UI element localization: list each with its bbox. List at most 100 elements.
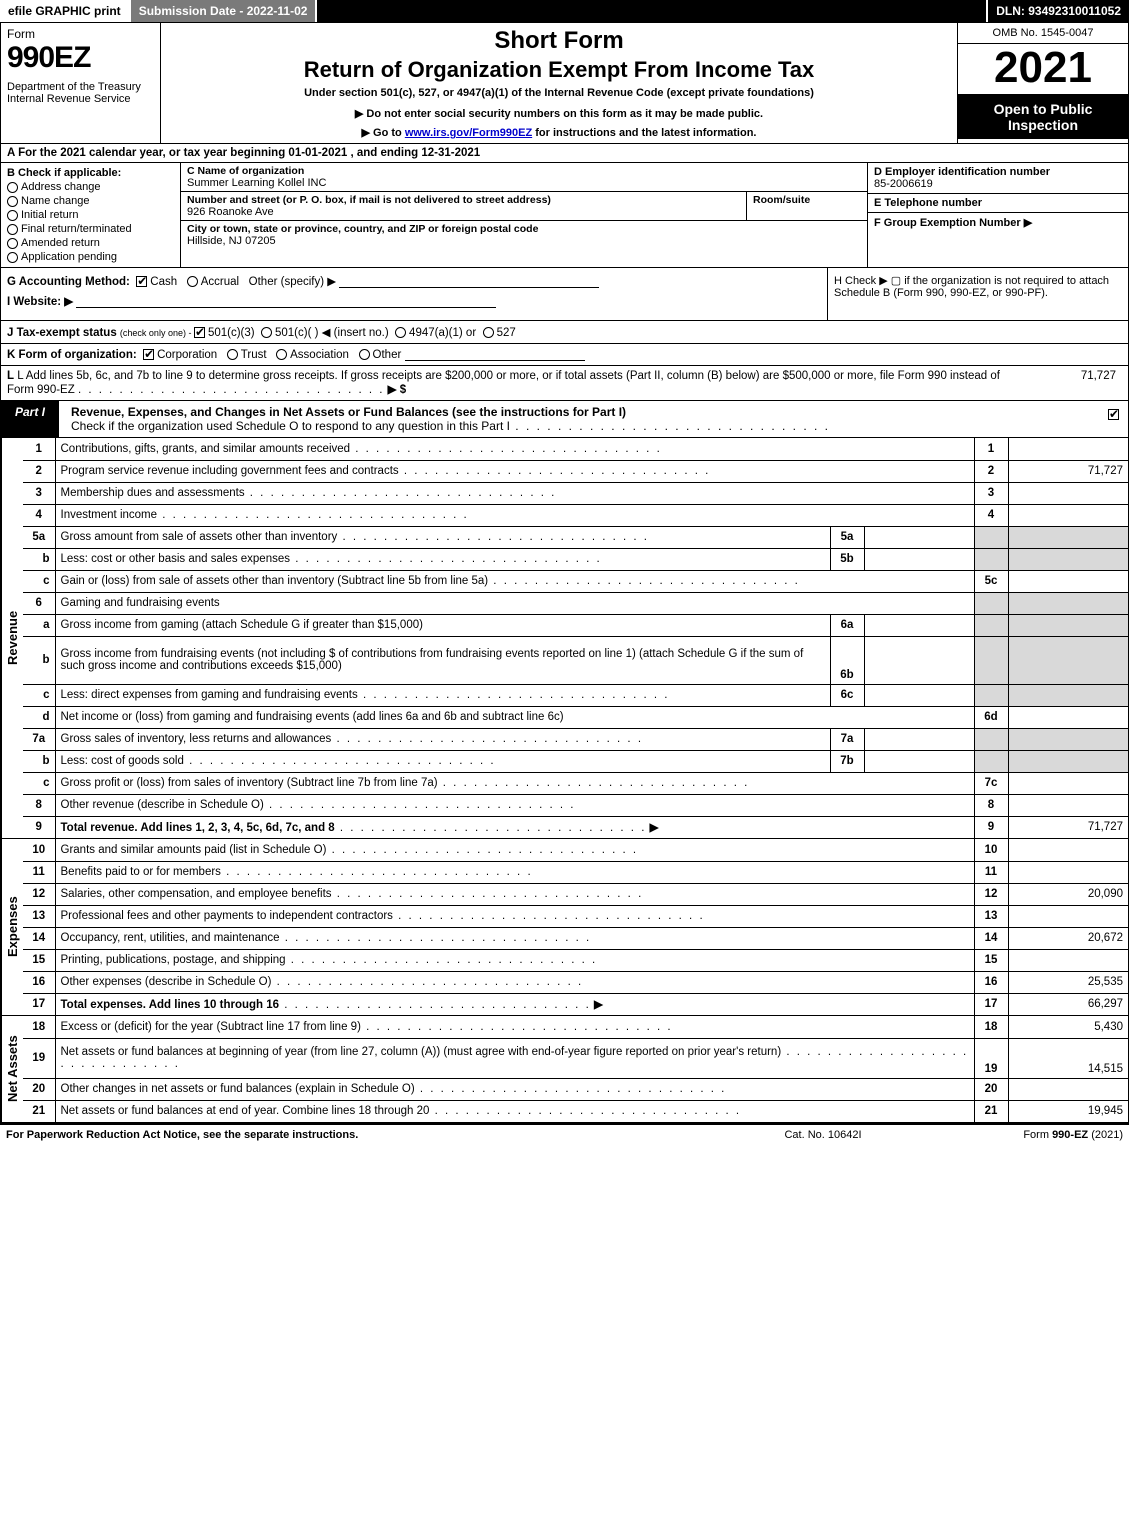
telephone-block: E Telephone number <box>868 194 1128 213</box>
line-16-rlbl: 16 <box>974 971 1008 993</box>
footer-right-post: (2021) <box>1088 1129 1123 1141</box>
ein-value: 85-2006619 <box>874 178 1122 190</box>
form-word: Form <box>7 27 154 41</box>
opt-trust: Trust <box>241 349 267 361</box>
line-15-amt <box>1008 949 1128 971</box>
rb-4947[interactable] <box>395 327 406 338</box>
cb-application-pending[interactable]: Application pending <box>7 251 174 263</box>
line-6b-num: b <box>23 636 55 684</box>
line-7b-ashade <box>1008 750 1128 772</box>
line-12-desc: Salaries, other compensation, and employ… <box>61 888 332 900</box>
line-7b: b Less: cost of goods sold 7b <box>23 750 1128 772</box>
line-17-arrow: ▶ <box>594 999 603 1011</box>
line-6-desc: Gaming and fundraising events <box>55 592 974 614</box>
line-19-amt: 14,515 <box>1008 1038 1128 1078</box>
line-17-amt: 66,297 <box>1008 993 1128 1015</box>
rb-501c[interactable] <box>261 327 272 338</box>
line-10-num: 10 <box>23 839 55 861</box>
accounting-other-field[interactable] <box>339 275 599 288</box>
header-mid: Short Form Return of Organization Exempt… <box>161 23 958 143</box>
line-12-rlbl: 12 <box>974 883 1008 905</box>
expenses-table: 10 Grants and similar amounts paid (list… <box>23 839 1128 1015</box>
city-label: City or town, state or province, country… <box>187 223 861 235</box>
footer-right-bold: 990-EZ <box>1052 1129 1088 1141</box>
short-form-title: Short Form <box>169 27 949 55</box>
side-expenses: Expenses <box>1 839 23 1015</box>
org-name-value: Summer Learning Kollel INC <box>187 177 861 189</box>
cb-amended-return-label: Amended return <box>21 237 100 249</box>
other-org-field[interactable] <box>405 348 585 361</box>
form-header: Form 990EZ Department of the Treasury In… <box>1 23 1128 144</box>
bcd-row: B Check if applicable: Address change Na… <box>1 163 1128 268</box>
line-5c-num: c <box>23 570 55 592</box>
line-7b-mlbl: 7b <box>830 750 864 772</box>
footer-catno: Cat. No. 10642I <box>723 1129 923 1141</box>
cb-address-change[interactable]: Address change <box>7 181 174 193</box>
opt-527: 527 <box>497 327 516 339</box>
cb-cash[interactable] <box>136 276 147 287</box>
line-20-rlbl: 20 <box>974 1078 1008 1100</box>
dln-label: DLN: 93492310011052 <box>988 0 1129 22</box>
rb-527[interactable] <box>483 327 494 338</box>
street-label: Number and street (or P. O. box, if mail… <box>187 194 740 206</box>
website-field[interactable] <box>76 295 496 308</box>
part1-tab: Part I <box>1 401 59 437</box>
topbar-spacer <box>317 0 988 22</box>
section-g: G Accounting Method: Cash Accrual Other … <box>7 274 821 288</box>
line-8-num: 8 <box>23 794 55 816</box>
line-11-rlbl: 11 <box>974 861 1008 883</box>
line-6c-mval <box>864 684 974 706</box>
section-l: L L Add lines 5b, 6c, and 7b to line 9 t… <box>1 366 1128 401</box>
under-section: Under section 501(c), 527, or 4947(a)(1)… <box>169 87 949 99</box>
cb-final-return[interactable]: Final return/terminated <box>7 223 174 235</box>
line-9-rlbl: 9 <box>974 816 1008 838</box>
line-3-amt <box>1008 482 1128 504</box>
cb-name-change-label: Name change <box>21 195 90 207</box>
rb-accrual[interactable] <box>187 276 198 287</box>
return-title: Return of Organization Exempt From Incom… <box>169 57 949 83</box>
line-7a-rshade <box>974 728 1008 750</box>
omb-number: OMB No. 1545-0047 <box>958 23 1128 44</box>
cb-name-change[interactable]: Name change <box>7 195 174 207</box>
line-7b-num: b <box>23 750 55 772</box>
section-a: A For the 2021 calendar year, or tax yea… <box>1 144 1128 163</box>
line-18: 18 Excess or (deficit) for the year (Sub… <box>23 1016 1128 1038</box>
line-7a-num: 7a <box>23 728 55 750</box>
part1-schedule-o-check[interactable] <box>1102 401 1128 437</box>
line-14: 14 Occupancy, rent, utilities, and maint… <box>23 927 1128 949</box>
line-6b-desc: Gross income from fundraising events (no… <box>61 648 804 672</box>
line-8-rlbl: 8 <box>974 794 1008 816</box>
cb-initial-return[interactable]: Initial return <box>7 209 174 221</box>
line-11-amt <box>1008 861 1128 883</box>
cb-amended-return[interactable]: Amended return <box>7 237 174 249</box>
line-18-amt: 5,430 <box>1008 1016 1128 1038</box>
line-8: 8 Other revenue (describe in Schedule O)… <box>23 794 1128 816</box>
cb-501c3[interactable] <box>194 327 205 338</box>
line-6d: d Net income or (loss) from gaming and f… <box>23 706 1128 728</box>
line-17-rlbl: 17 <box>974 993 1008 1015</box>
line-17-desc: Total expenses. Add lines 10 through 16 <box>61 999 280 1011</box>
line-20-amt <box>1008 1078 1128 1100</box>
line-7a: 7a Gross sales of inventory, less return… <box>23 728 1128 750</box>
cb-corporation[interactable] <box>143 349 154 360</box>
efile-print-label: efile GRAPHIC print <box>0 0 131 22</box>
line-20-desc: Other changes in net assets or fund bala… <box>61 1083 415 1095</box>
rb-other-org[interactable] <box>359 349 370 360</box>
section-def: D Employer identification number 85-2006… <box>868 163 1128 267</box>
footer-right: Form 990-EZ (2021) <box>923 1129 1123 1141</box>
line-6b-ashade <box>1008 636 1128 684</box>
section-j-tiny: (check only one) - <box>120 328 194 338</box>
rb-trust[interactable] <box>227 349 238 360</box>
line-8-amt <box>1008 794 1128 816</box>
irs-link[interactable]: www.irs.gov/Form990EZ <box>405 127 532 139</box>
tax-year: 2021 <box>958 44 1128 95</box>
line-6: 6 Gaming and fundraising events <box>23 592 1128 614</box>
bullet-goto: ▶ Go to www.irs.gov/Form990EZ for instru… <box>169 126 949 139</box>
line-4-desc: Investment income <box>61 509 158 521</box>
line-9: 9 Total revenue. Add lines 1, 2, 3, 4, 5… <box>23 816 1128 838</box>
line-7b-desc: Less: cost of goods sold <box>61 755 184 767</box>
line-7c-amt <box>1008 772 1128 794</box>
rb-association[interactable] <box>276 349 287 360</box>
cb-final-return-label: Final return/terminated <box>21 223 132 235</box>
line-7c: c Gross profit or (loss) from sales of i… <box>23 772 1128 794</box>
